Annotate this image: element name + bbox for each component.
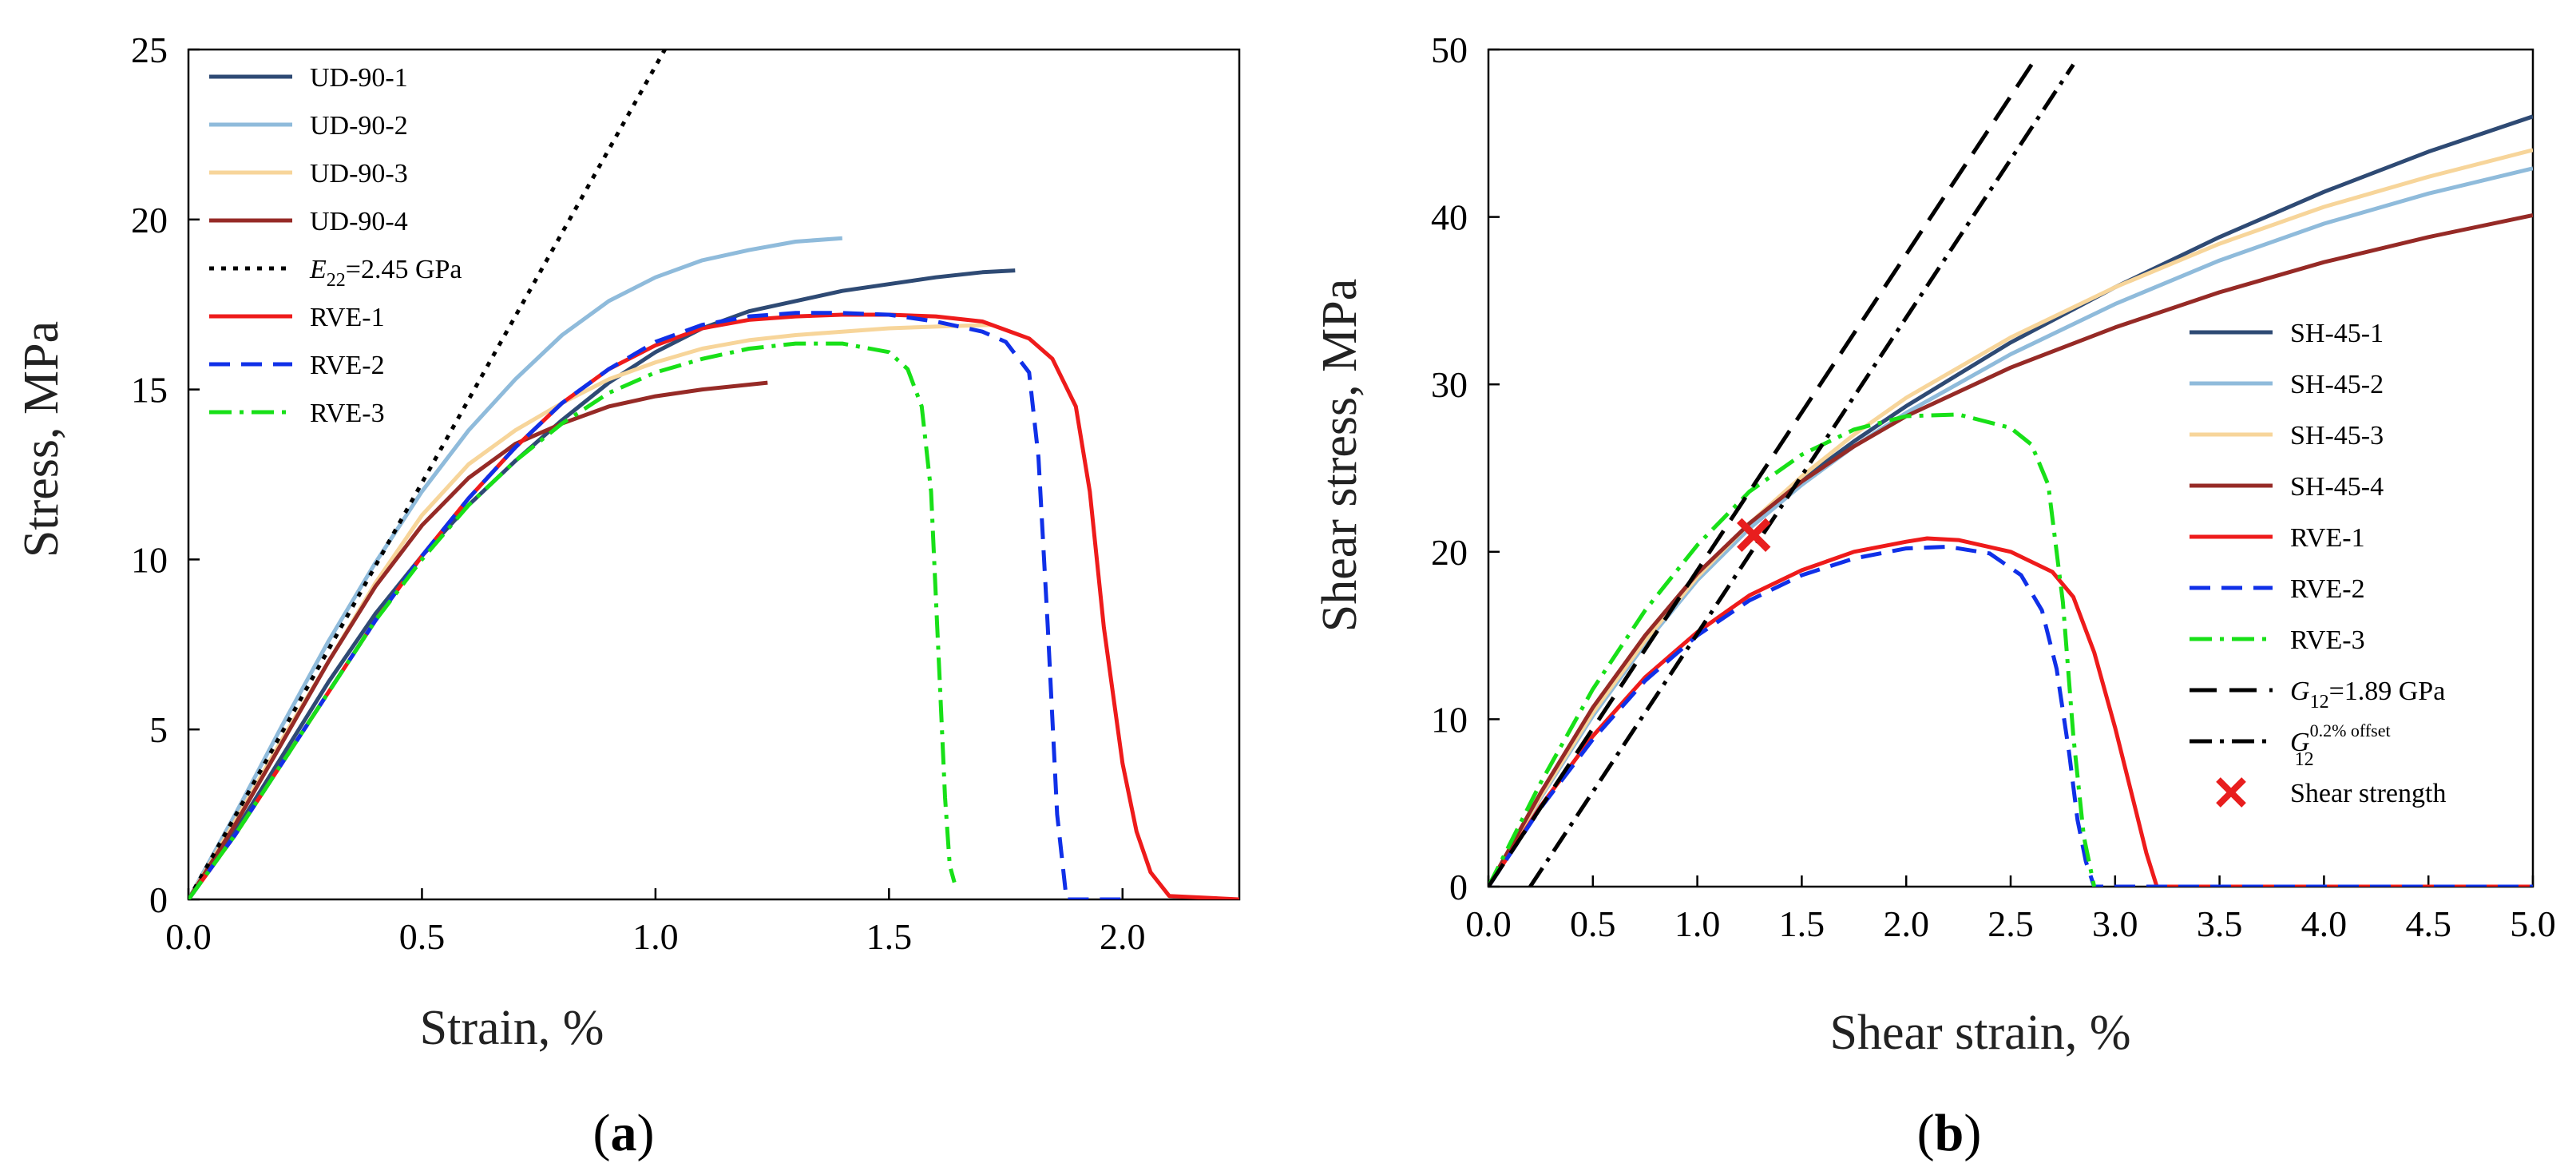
- y-tick-label-b: 50: [1431, 30, 1468, 70]
- legend-label-a: RVE-3: [310, 399, 385, 428]
- series-line-a-rve-3: [188, 341, 957, 899]
- x-tick-label-a: 0.0: [165, 916, 212, 957]
- x-tick-label-b: 3.0: [2092, 903, 2138, 944]
- plot-frame-b: [1487, 48, 2534, 888]
- series-line-a-ud-90-2: [188, 236, 842, 899]
- chart-panel-a: 0.0 0.5 1.0 1.5 2.0 0 5 10 15 20 25 UD-90-1 UD-90-2…: [14, 30, 1241, 1162]
- series-line-b-g12-1-89-gpa: [1488, 63, 2034, 887]
- y-tick-label-a: 20: [131, 200, 168, 240]
- x-axis-title-a: Strain, %: [420, 1001, 604, 1055]
- series-line-b-rve-2: [1488, 545, 2533, 887]
- legend-a: UD-90-1 UD-90-2 UD-90-3 UD-90-4 E22=2.45 GPa…: [209, 63, 462, 428]
- series-line-a-rve-2: [188, 311, 1123, 899]
- y-tick-label-a: 0: [149, 879, 168, 920]
- legend-swatch-b: [2216, 777, 2246, 808]
- legend-label-b: SH-45-4: [2290, 472, 2384, 502]
- legend-label-b: G0.2% offset 12: [2290, 720, 2391, 770]
- y-tick-label-b: 30: [1431, 364, 1468, 405]
- panel-label-a: (a): [593, 1104, 655, 1162]
- legend-label-b: G12=1.89 GPa: [2290, 677, 2445, 713]
- x-tick-label-a: 1.5: [866, 916, 913, 957]
- chart-panel-b: 0.0 0.5 1.0 1.5 2.0 2.5 3.0 3.5 4.0 4.5 5.0 0 10 20 30…: [1313, 30, 2556, 1162]
- x-tick-label-b: 1.0: [1674, 903, 1721, 944]
- legend-label-a: E22=2.45 GPa: [309, 255, 462, 291]
- x-tick-label-a: 1.0: [632, 916, 679, 957]
- y-axis-title-a: Stress, MPa: [14, 321, 69, 558]
- legend-label-b: Shear strength: [2290, 779, 2446, 808]
- legend-label-b: RVE-1: [2290, 523, 2365, 553]
- x-tick-label-b: 2.0: [1883, 903, 1929, 944]
- x-tick-label-b: 0.5: [1570, 903, 1616, 944]
- legend-label-b: RVE-3: [2290, 625, 2365, 655]
- series-line-a-ud-90-1: [188, 268, 1016, 899]
- legend-label-a: UD-90-4: [310, 207, 408, 236]
- x-tick-label-b: 0.0: [1465, 903, 1512, 944]
- y-axis-title-b: Shear stress, MPa: [1313, 279, 1367, 633]
- x-tick-label-b: 4.5: [2405, 903, 2451, 944]
- legend-label-b: RVE-2: [2290, 574, 2365, 604]
- legend-label-a: UD-90-2: [310, 111, 408, 141]
- x-tick-label-b: 5.0: [2510, 903, 2556, 944]
- legend-label-a: RVE-2: [310, 351, 385, 380]
- y-tick-label-b: 0: [1449, 867, 1468, 907]
- series-line-b-rve-1: [1488, 536, 2533, 887]
- legend-label-b: SH-45-2: [2290, 370, 2384, 399]
- series-line-a-ud-90-4: [188, 380, 768, 899]
- shear-strength-marker: [1737, 518, 1771, 553]
- legend-label-a: UD-90-3: [310, 159, 408, 189]
- legend-label-b: SH-45-3: [2290, 421, 2384, 451]
- y-tick-label-b: 10: [1431, 699, 1468, 740]
- x-tick-label-a: 0.5: [399, 916, 446, 957]
- legend-label-a: RVE-1: [310, 303, 385, 332]
- series-line-a-ud-90-3: [188, 323, 993, 899]
- series-line-a-e22-2-45-gpa: [188, 50, 667, 899]
- y-tick-label-a: 25: [131, 30, 168, 70]
- y-tick-label-b: 20: [1431, 532, 1468, 573]
- legend-b: SH-45-1 SH-45-2 SH-45-3 SH-45-4 RVE-1 RVE-2 RV…: [2190, 319, 2446, 808]
- legend-label-a: UD-90-1: [310, 63, 408, 93]
- x-tick-label-b: 3.5: [2197, 903, 2243, 944]
- plot-frame-a: [187, 48, 1241, 901]
- y-tick-label-a: 10: [131, 539, 168, 580]
- series-line-b-g12-0-2-offset: [1528, 63, 2075, 887]
- x-tick-label-a: 2.0: [1100, 916, 1146, 957]
- y-tick-label-a: 5: [149, 709, 168, 750]
- series-line-b-sh-45-3: [1488, 148, 2533, 887]
- legend-label-b: SH-45-1: [2290, 319, 2384, 348]
- y-tick-label-a: 15: [131, 370, 168, 411]
- x-tick-label-b: 4.0: [2301, 903, 2348, 944]
- series-line-b-rve-3: [1488, 412, 2097, 887]
- series-line-a-rve-1: [188, 312, 1239, 899]
- x-tick-label-b: 1.5: [1779, 903, 1825, 944]
- x-tick-label-b: 2.5: [1987, 903, 2034, 944]
- panel-label-b: (b): [1917, 1104, 1982, 1162]
- series-line-b-sh-45-4: [1488, 213, 2533, 887]
- x-axis-title-b: Shear strain, %: [1829, 1006, 2130, 1060]
- y-tick-label-b: 40: [1431, 197, 1468, 238]
